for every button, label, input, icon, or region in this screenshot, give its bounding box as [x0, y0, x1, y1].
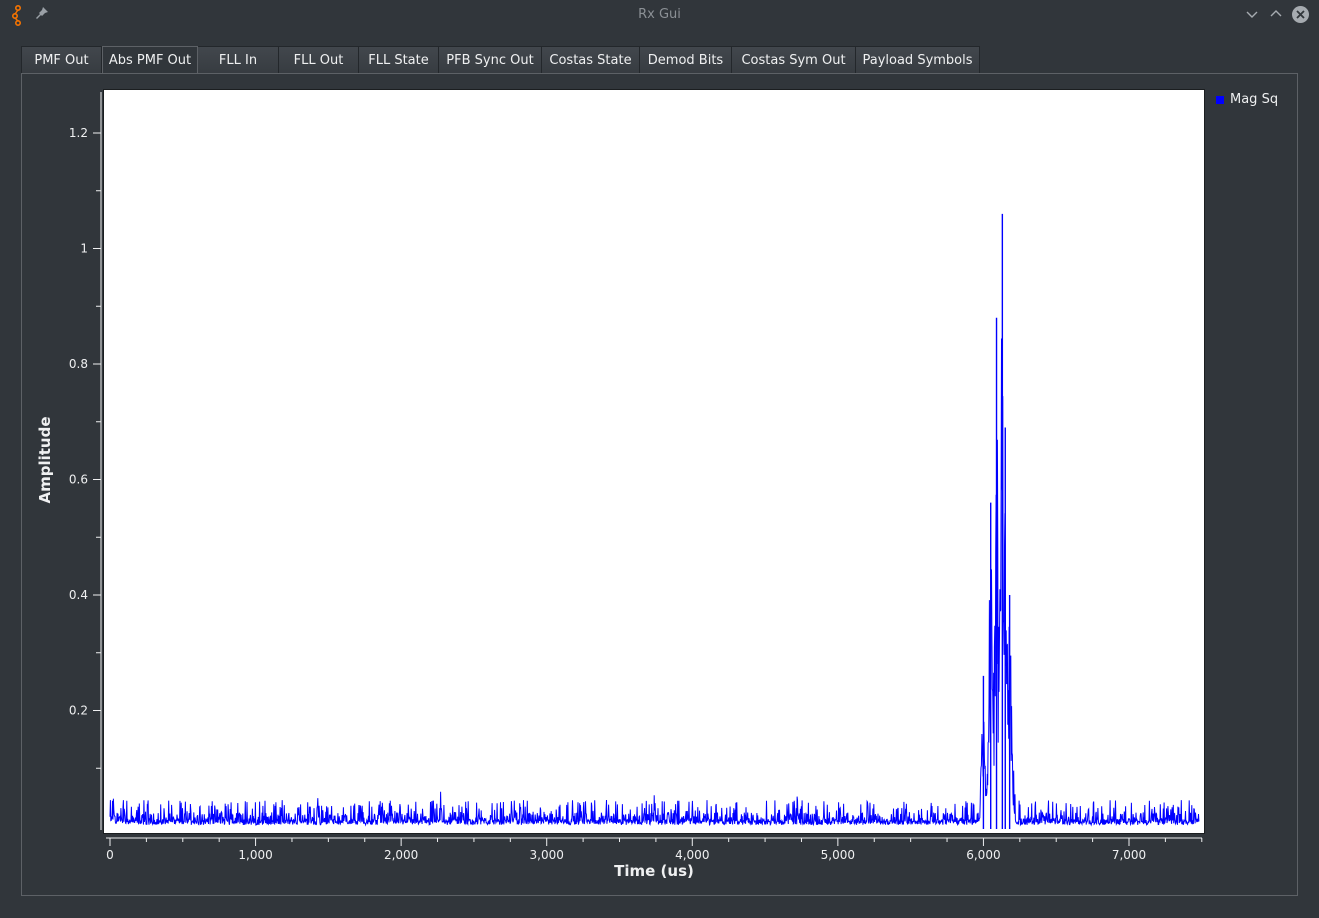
- x-tick-label: 0: [106, 848, 114, 862]
- legend[interactable]: Mag Sq: [1216, 92, 1278, 107]
- tab-demod-bits[interactable]: Demod Bits: [640, 46, 732, 73]
- x-tick-label: 2,000: [384, 848, 418, 862]
- x-tick-label: 3,000: [530, 848, 564, 862]
- tab-bar: PMF Out Abs PMF Out FLL In FLL Out FLL S…: [21, 46, 980, 74]
- tab-fll-out[interactable]: FLL Out: [279, 46, 359, 73]
- maximize-button[interactable]: [1268, 6, 1284, 22]
- x-tick-label: 5,000: [821, 848, 855, 862]
- legend-label-mag-sq: Mag Sq: [1230, 92, 1279, 107]
- y-axis-label: Amplitude: [36, 416, 54, 504]
- y-tick-label: 0.4: [69, 588, 88, 602]
- x-tick-label: 6,000: [966, 848, 1000, 862]
- series-line-mag-sq: [109, 338, 1200, 827]
- window-title: Rx Gui: [638, 7, 681, 22]
- y-tick-label: 1: [80, 242, 88, 256]
- tab-costas-state[interactable]: Costas State: [542, 46, 640, 73]
- x-tick-label: 7,000: [1112, 848, 1146, 862]
- tab-abs-pmf-out[interactable]: Abs PMF Out: [102, 46, 198, 74]
- app-logo-icon: [11, 4, 22, 26]
- pin-icon[interactable]: [34, 5, 50, 21]
- x-tick-label: 1,000: [238, 848, 272, 862]
- x-axis-label: Time (us): [614, 862, 694, 880]
- axes: 0.2 0.4 0.6 0.8 1 1.2 0 1,000 2,000 3,000 4,000 5,0…: [69, 92, 1203, 862]
- x-tick-label: 4,000: [675, 848, 709, 862]
- plot-canvas[interactable]: [103, 89, 1205, 834]
- tab-fll-state[interactable]: FLL State: [359, 46, 439, 73]
- y-tick-label: 0.8: [69, 357, 88, 371]
- window-titlebar: Rx Gui: [0, 0, 1319, 30]
- tab-payload-symbols[interactable]: Payload Symbols: [856, 46, 980, 73]
- tab-pmf-out[interactable]: PMF Out: [21, 46, 102, 73]
- tab-costas-sym-out[interactable]: Costas Sym Out: [732, 46, 856, 73]
- tab-fll-in[interactable]: FLL In: [198, 46, 279, 73]
- y-tick-label: 1.2: [69, 126, 88, 140]
- y-tick-label: 0.6: [69, 473, 88, 487]
- legend-swatch: [1216, 95, 1224, 104]
- y-tick-label: 0.2: [69, 704, 88, 718]
- minimize-button[interactable]: [1244, 6, 1260, 22]
- tab-pfb-sync-out[interactable]: PFB Sync Out: [439, 46, 542, 73]
- series-mag-sq: [109, 213, 1200, 829]
- close-button[interactable]: [1291, 5, 1310, 24]
